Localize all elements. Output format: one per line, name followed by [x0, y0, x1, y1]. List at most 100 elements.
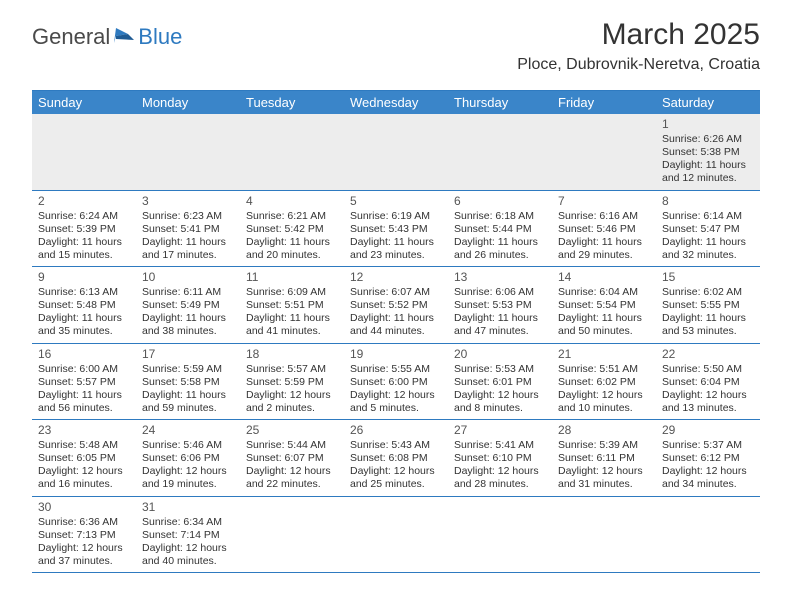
- daylight-text: and 50 minutes.: [558, 325, 650, 338]
- daylight-text: Daylight: 11 hours: [558, 312, 650, 325]
- calendar-day-cell: 17Sunrise: 5:59 AMSunset: 5:58 PMDayligh…: [136, 344, 240, 420]
- calendar-day-cell: 31Sunrise: 6:34 AMSunset: 7:14 PMDayligh…: [136, 497, 240, 573]
- sunset-text: Sunset: 5:47 PM: [662, 223, 754, 236]
- day-number: 13: [454, 270, 546, 285]
- calendar-day-cell: 24Sunrise: 5:46 AMSunset: 6:06 PMDayligh…: [136, 420, 240, 496]
- daylight-text: Daylight: 12 hours: [558, 389, 650, 402]
- calendar-day-cell: 1Sunrise: 6:26 AMSunset: 5:38 PMDaylight…: [656, 114, 760, 190]
- calendar-day-header: Sunday Monday Tuesday Wednesday Thursday…: [32, 91, 760, 114]
- calendar-day-cell: 5Sunrise: 6:19 AMSunset: 5:43 PMDaylight…: [344, 191, 448, 267]
- logo: General Blue: [32, 24, 182, 50]
- daylight-text: Daylight: 12 hours: [246, 465, 338, 478]
- sunset-text: Sunset: 5:38 PM: [662, 146, 754, 159]
- daylight-text: Daylight: 12 hours: [142, 465, 234, 478]
- calendar-day-cell: 7Sunrise: 6:16 AMSunset: 5:46 PMDaylight…: [552, 191, 656, 267]
- calendar-day-cell: 19Sunrise: 5:55 AMSunset: 6:00 PMDayligh…: [344, 344, 448, 420]
- daylight-text: and 8 minutes.: [454, 402, 546, 415]
- calendar-day-cell: 15Sunrise: 6:02 AMSunset: 5:55 PMDayligh…: [656, 267, 760, 343]
- daylight-text: Daylight: 12 hours: [454, 389, 546, 402]
- day-header-tue: Tuesday: [240, 91, 344, 114]
- sunrise-text: Sunrise: 6:19 AM: [350, 210, 442, 223]
- sunrise-text: Sunrise: 6:34 AM: [142, 516, 234, 529]
- sunrise-text: Sunrise: 6:04 AM: [558, 286, 650, 299]
- calendar-day-cell: 25Sunrise: 5:44 AMSunset: 6:07 PMDayligh…: [240, 420, 344, 496]
- daylight-text: and 5 minutes.: [350, 402, 442, 415]
- calendar-day-cell: 9Sunrise: 6:13 AMSunset: 5:48 PMDaylight…: [32, 267, 136, 343]
- calendar-empty-cell: [344, 497, 448, 573]
- daylight-text: and 16 minutes.: [38, 478, 130, 491]
- day-number: 22: [662, 347, 754, 362]
- day-number: 29: [662, 423, 754, 438]
- daylight-text: Daylight: 12 hours: [350, 465, 442, 478]
- sunset-text: Sunset: 5:44 PM: [454, 223, 546, 236]
- daylight-text: Daylight: 11 hours: [142, 236, 234, 249]
- calendar-week: 23Sunrise: 5:48 AMSunset: 6:05 PMDayligh…: [32, 420, 760, 497]
- sunrise-text: Sunrise: 5:51 AM: [558, 363, 650, 376]
- sunrise-text: Sunrise: 5:44 AM: [246, 439, 338, 452]
- sunrise-text: Sunrise: 6:07 AM: [350, 286, 442, 299]
- daylight-text: and 38 minutes.: [142, 325, 234, 338]
- sunset-text: Sunset: 6:01 PM: [454, 376, 546, 389]
- calendar-day-cell: 4Sunrise: 6:21 AMSunset: 5:42 PMDaylight…: [240, 191, 344, 267]
- day-number: 15: [662, 270, 754, 285]
- calendar-day-cell: 11Sunrise: 6:09 AMSunset: 5:51 PMDayligh…: [240, 267, 344, 343]
- day-number: 19: [350, 347, 442, 362]
- day-number: 17: [142, 347, 234, 362]
- sunset-text: Sunset: 5:49 PM: [142, 299, 234, 312]
- daylight-text: and 37 minutes.: [38, 555, 130, 568]
- sunrise-text: Sunrise: 6:21 AM: [246, 210, 338, 223]
- sunrise-text: Sunrise: 6:11 AM: [142, 286, 234, 299]
- daylight-text: and 15 minutes.: [38, 249, 130, 262]
- sunset-text: Sunset: 6:06 PM: [142, 452, 234, 465]
- daylight-text: and 47 minutes.: [454, 325, 546, 338]
- calendar-day-cell: 6Sunrise: 6:18 AMSunset: 5:44 PMDaylight…: [448, 191, 552, 267]
- sunset-text: Sunset: 5:55 PM: [662, 299, 754, 312]
- day-number: 20: [454, 347, 546, 362]
- daylight-text: Daylight: 11 hours: [38, 312, 130, 325]
- sunset-text: Sunset: 6:08 PM: [350, 452, 442, 465]
- day-number: 31: [142, 500, 234, 515]
- sunrise-text: Sunrise: 5:41 AM: [454, 439, 546, 452]
- day-number: 1: [662, 117, 754, 132]
- daylight-text: and 25 minutes.: [350, 478, 442, 491]
- day-number: 5: [350, 194, 442, 209]
- day-number: 25: [246, 423, 338, 438]
- daylight-text: and 44 minutes.: [350, 325, 442, 338]
- daylight-text: Daylight: 12 hours: [558, 465, 650, 478]
- day-number: 14: [558, 270, 650, 285]
- daylight-text: Daylight: 11 hours: [246, 236, 338, 249]
- logo-text-dark: General: [32, 24, 110, 50]
- location-subtitle: Ploce, Dubrovnik-Neretva, Croatia: [517, 56, 760, 74]
- day-number: 11: [246, 270, 338, 285]
- calendar-week: 9Sunrise: 6:13 AMSunset: 5:48 PMDaylight…: [32, 267, 760, 344]
- sunrise-text: Sunrise: 6:24 AM: [38, 210, 130, 223]
- calendar-day-cell: 3Sunrise: 6:23 AMSunset: 5:41 PMDaylight…: [136, 191, 240, 267]
- sunset-text: Sunset: 5:43 PM: [350, 223, 442, 236]
- daylight-text: and 53 minutes.: [662, 325, 754, 338]
- sunrise-text: Sunrise: 5:55 AM: [350, 363, 442, 376]
- daylight-text: Daylight: 11 hours: [142, 312, 234, 325]
- calendar-day-cell: 10Sunrise: 6:11 AMSunset: 5:49 PMDayligh…: [136, 267, 240, 343]
- day-number: 9: [38, 270, 130, 285]
- day-number: 21: [558, 347, 650, 362]
- daylight-text: and 26 minutes.: [454, 249, 546, 262]
- daylight-text: Daylight: 11 hours: [350, 236, 442, 249]
- sunset-text: Sunset: 7:13 PM: [38, 529, 130, 542]
- calendar-day-cell: 20Sunrise: 5:53 AMSunset: 6:01 PMDayligh…: [448, 344, 552, 420]
- calendar-day-cell: 16Sunrise: 6:00 AMSunset: 5:57 PMDayligh…: [32, 344, 136, 420]
- daylight-text: and 31 minutes.: [558, 478, 650, 491]
- day-number: 8: [662, 194, 754, 209]
- sunrise-text: Sunrise: 5:48 AM: [38, 439, 130, 452]
- day-header-wed: Wednesday: [344, 91, 448, 114]
- calendar-empty-cell: [136, 114, 240, 190]
- calendar-empty-cell: [448, 114, 552, 190]
- daylight-text: Daylight: 11 hours: [38, 236, 130, 249]
- sunrise-text: Sunrise: 5:50 AM: [662, 363, 754, 376]
- flag-icon: [114, 26, 136, 49]
- day-number: 18: [246, 347, 338, 362]
- sunrise-text: Sunrise: 5:59 AM: [142, 363, 234, 376]
- day-number: 28: [558, 423, 650, 438]
- sunset-text: Sunset: 5:48 PM: [38, 299, 130, 312]
- daylight-text: Daylight: 12 hours: [38, 465, 130, 478]
- calendar: Sunday Monday Tuesday Wednesday Thursday…: [32, 90, 760, 573]
